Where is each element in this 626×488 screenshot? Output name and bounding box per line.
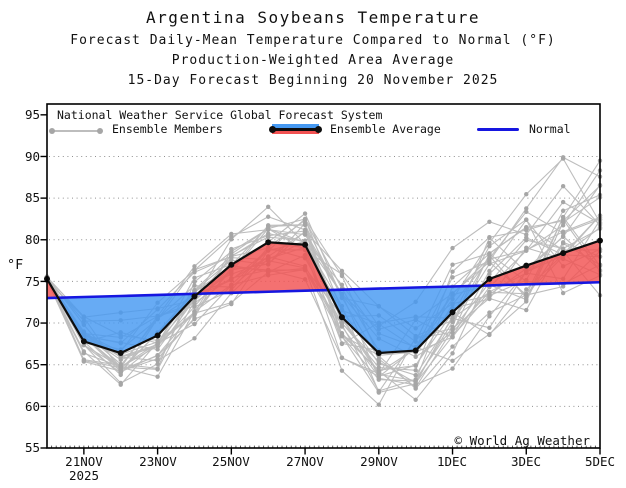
ensemble-average-key-dot-right-icon xyxy=(315,125,322,133)
subtitle-comparison: Forecast Daily-Mean Temperature Compared… xyxy=(70,33,556,48)
legend-normal-label: Normal xyxy=(529,122,571,136)
fill-below-normal xyxy=(58,293,198,354)
watermark-credit: © World Ag Weather xyxy=(454,433,590,448)
fill-above-normal xyxy=(481,240,600,286)
subtitle-area-average: Production-Weighted Area Average xyxy=(171,53,455,68)
x-tick-25nov: 25NOV xyxy=(212,454,250,469)
ensemble-members-key-icon xyxy=(52,130,100,132)
y-tick-55: 55 xyxy=(24,440,40,455)
ensemble-average-key-icon xyxy=(269,124,322,134)
ensemble-members-key-dot-right-icon xyxy=(97,128,103,134)
ensemble-members-key-dot-left-icon xyxy=(49,128,55,134)
ensemble-average-key-blue-band xyxy=(272,124,319,129)
y-axis-unit-label: °F xyxy=(7,257,24,273)
ensemble-average-key-dot-left-icon xyxy=(269,125,276,133)
x-tick-27nov: 27NOV xyxy=(286,454,324,469)
subtitle-forecast-period: 15-Day Forecast Beginning 20 November 20… xyxy=(127,73,499,88)
x-tick-3dec: 3DEC xyxy=(510,454,542,469)
x-tick-29nov: 29NOV xyxy=(360,454,398,469)
legend-ensemble-members-label: Ensemble Members xyxy=(112,122,223,136)
y-tick-75: 75 xyxy=(24,274,40,289)
y-tick-95: 95 xyxy=(24,107,40,122)
legend-source-line: National Weather Service Global Forecast… xyxy=(57,108,383,122)
y-tick-85: 85 xyxy=(24,190,40,205)
fill-below-normal xyxy=(328,285,482,354)
fill-above-normal xyxy=(197,242,329,294)
y-tick-65: 65 xyxy=(24,357,40,372)
y-tick-60: 60 xyxy=(24,399,40,414)
x-tick-5dec: 5DEC xyxy=(584,454,616,469)
ensemble-average-key-line xyxy=(272,128,319,131)
normal-key-icon xyxy=(477,128,519,131)
x-tick-21nov: 21NOV xyxy=(65,454,103,469)
y-tick-80: 80 xyxy=(24,232,40,247)
page-title: Argentina Soybeans Temperature xyxy=(146,8,480,27)
x-tick-23nov: 23NOV xyxy=(139,454,177,469)
x-axis-year-label: 2025 xyxy=(68,468,100,483)
y-tick-90: 90 xyxy=(24,149,40,164)
normal-line xyxy=(46,280,601,300)
plot-border xyxy=(46,103,601,449)
legend-ensemble-average-label: Ensemble Average xyxy=(330,122,441,136)
x-tick-1dec: 1DEC xyxy=(436,454,468,469)
ensemble-average-key-red-band xyxy=(272,129,319,134)
ensemble-average-line xyxy=(46,239,601,355)
y-tick-70: 70 xyxy=(24,315,40,330)
